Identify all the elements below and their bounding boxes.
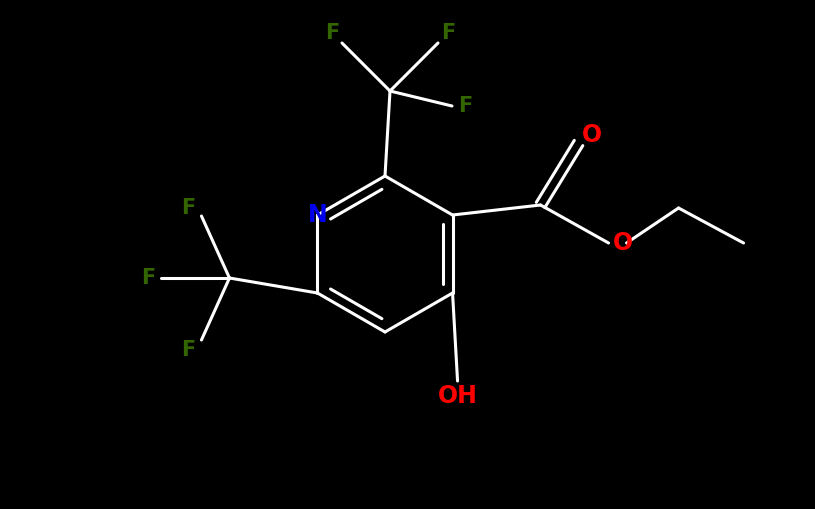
Text: O: O <box>581 123 601 147</box>
Text: OH: OH <box>438 384 478 408</box>
Text: F: F <box>181 340 196 360</box>
Text: F: F <box>458 96 472 116</box>
Text: F: F <box>441 23 455 43</box>
Text: N: N <box>307 203 328 227</box>
Text: F: F <box>325 23 339 43</box>
Text: F: F <box>141 268 156 288</box>
Text: F: F <box>181 198 196 218</box>
Text: O: O <box>613 231 632 255</box>
